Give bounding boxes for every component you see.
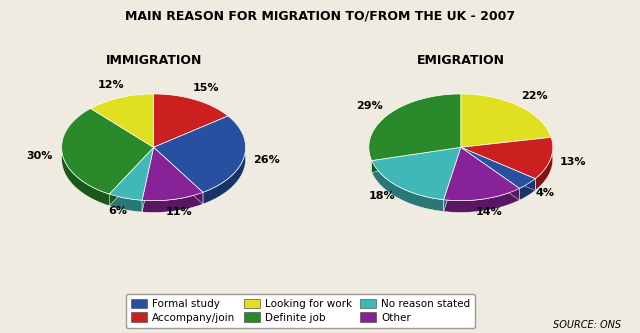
Legend: Formal study, Accompany/join, Looking for work, Definite job, No reason stated, : Formal study, Accompany/join, Looking fo…: [126, 294, 476, 328]
Text: 22%: 22%: [521, 91, 547, 101]
Text: SOURCE: ONS: SOURCE: ONS: [553, 320, 621, 330]
Polygon shape: [142, 147, 203, 201]
Polygon shape: [203, 116, 246, 204]
Polygon shape: [372, 147, 461, 172]
Polygon shape: [535, 137, 553, 190]
Polygon shape: [109, 194, 142, 212]
Polygon shape: [444, 147, 461, 211]
Polygon shape: [444, 147, 520, 201]
Polygon shape: [61, 109, 109, 206]
Polygon shape: [142, 147, 154, 212]
Polygon shape: [444, 188, 520, 212]
Polygon shape: [444, 147, 461, 211]
Polygon shape: [372, 147, 461, 200]
Polygon shape: [372, 147, 461, 172]
Polygon shape: [61, 109, 154, 194]
Polygon shape: [372, 161, 444, 211]
Polygon shape: [142, 147, 154, 212]
Polygon shape: [369, 94, 461, 161]
Polygon shape: [461, 137, 553, 179]
Polygon shape: [109, 147, 154, 206]
Text: 12%: 12%: [98, 80, 125, 90]
Text: 4%: 4%: [535, 188, 554, 198]
Polygon shape: [154, 94, 228, 147]
Polygon shape: [461, 147, 535, 188]
Polygon shape: [154, 147, 203, 204]
Text: 15%: 15%: [193, 83, 219, 93]
Text: 11%: 11%: [165, 207, 192, 217]
Polygon shape: [142, 192, 203, 212]
Title: EMIGRATION: EMIGRATION: [417, 54, 505, 67]
Text: 18%: 18%: [369, 191, 396, 201]
Polygon shape: [461, 147, 535, 190]
Polygon shape: [109, 147, 154, 200]
Polygon shape: [461, 147, 520, 200]
Polygon shape: [154, 116, 246, 192]
Polygon shape: [520, 179, 535, 200]
Text: 30%: 30%: [26, 151, 52, 161]
Text: 26%: 26%: [253, 155, 280, 165]
Text: 29%: 29%: [356, 102, 383, 112]
Polygon shape: [461, 147, 535, 190]
Polygon shape: [109, 147, 154, 206]
Text: 6%: 6%: [109, 206, 127, 216]
Polygon shape: [461, 147, 520, 200]
Polygon shape: [91, 94, 154, 147]
Text: 13%: 13%: [560, 157, 586, 167]
Polygon shape: [461, 94, 551, 147]
Text: MAIN REASON FOR MIGRATION TO/FROM THE UK - 2007: MAIN REASON FOR MIGRATION TO/FROM THE UK…: [125, 10, 515, 23]
Polygon shape: [154, 147, 203, 204]
Title: IMMIGRATION: IMMIGRATION: [106, 54, 202, 67]
Text: 14%: 14%: [476, 207, 503, 217]
